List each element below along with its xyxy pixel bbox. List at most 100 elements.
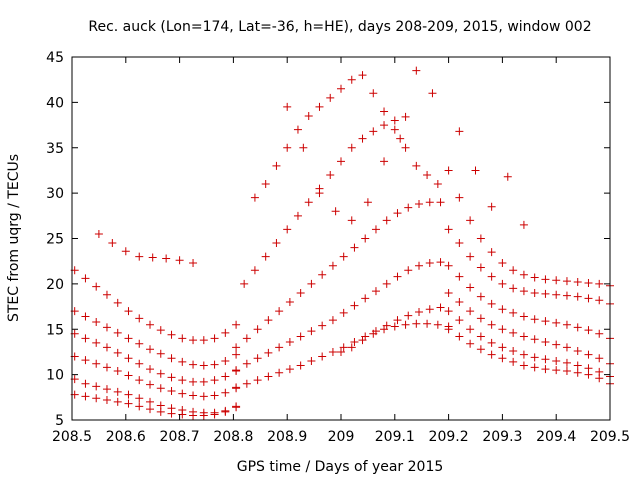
data-point	[272, 161, 281, 170]
x-axis: 208.5 208.6 208.7 208.8 208.9 209 209.1 209.2 20…	[52, 57, 630, 445]
data-point	[530, 273, 539, 282]
data-point	[530, 335, 539, 344]
data-point	[113, 366, 122, 375]
data-point	[315, 102, 324, 111]
data-point	[124, 371, 133, 380]
data-point	[404, 203, 413, 212]
data-point	[81, 334, 90, 343]
data-point	[412, 66, 421, 75]
data-point	[476, 263, 485, 272]
data-point	[530, 288, 539, 297]
data-point	[232, 320, 241, 329]
data-point	[285, 365, 294, 374]
data-point	[361, 294, 370, 303]
data-point	[232, 384, 241, 393]
data-point	[253, 354, 262, 363]
data-point	[371, 225, 380, 234]
data-point	[393, 209, 402, 218]
data-point	[455, 193, 464, 202]
data-point	[369, 89, 378, 98]
data-point	[250, 193, 259, 202]
data-point	[415, 308, 424, 317]
data-point	[199, 392, 208, 401]
data-point	[552, 357, 561, 366]
data-point	[283, 225, 292, 234]
data-point	[283, 102, 292, 111]
y-axis: 5 10 15 20 25 30 35 40 45	[46, 50, 610, 429]
data-point	[444, 166, 453, 175]
data-point	[519, 312, 528, 321]
data-point	[102, 396, 111, 405]
data-point	[162, 254, 171, 263]
data-point	[476, 345, 485, 354]
data-point	[552, 276, 561, 285]
data-point	[487, 248, 496, 257]
data-point	[264, 348, 273, 357]
data-point	[541, 365, 550, 374]
data-point	[358, 134, 367, 143]
x-tick-label: 208.8	[213, 429, 253, 445]
data-point	[393, 316, 402, 325]
data-point	[210, 410, 219, 419]
data-point	[347, 343, 356, 352]
data-point	[509, 266, 518, 275]
data-point	[337, 347, 345, 356]
x-tick-label: 208.5	[52, 429, 92, 445]
data-point	[541, 275, 550, 284]
data-point	[347, 216, 356, 225]
data-point	[584, 294, 593, 303]
data-point	[350, 243, 359, 252]
data-point	[296, 288, 305, 297]
data-point	[371, 287, 380, 296]
data-point	[423, 319, 432, 328]
data-point	[178, 389, 187, 398]
data-point	[293, 211, 302, 220]
data-point	[519, 350, 528, 359]
data-point	[396, 134, 405, 143]
data-point	[81, 379, 90, 388]
data-point	[189, 411, 198, 420]
data-point	[573, 278, 582, 287]
data-point	[455, 298, 464, 307]
data-point	[102, 385, 111, 394]
data-point	[264, 372, 273, 381]
data-point	[552, 318, 561, 327]
data-point	[331, 207, 340, 216]
data-point	[156, 349, 165, 358]
data-point	[210, 334, 219, 343]
data-point	[304, 111, 313, 120]
chart-title: Rec. auck (Lon=174, Lat=-36, h=HE), days…	[88, 19, 591, 35]
x-tick-label: 209.3	[482, 429, 522, 445]
data-point	[299, 143, 308, 152]
data-point	[167, 373, 176, 382]
data-point	[487, 299, 496, 308]
data-point	[401, 143, 410, 152]
data-point	[178, 334, 187, 343]
data-point	[436, 303, 445, 312]
data-point	[503, 172, 512, 181]
data-point	[250, 266, 259, 275]
data-point	[113, 387, 122, 396]
data-point	[167, 386, 176, 395]
data-point	[189, 259, 198, 268]
data-point	[466, 216, 475, 225]
data-point	[509, 347, 518, 356]
data-point	[221, 407, 230, 416]
data-point	[509, 308, 518, 317]
data-point	[210, 391, 219, 400]
data-point	[476, 314, 485, 323]
data-point	[113, 348, 122, 357]
data-point	[189, 391, 198, 400]
data-point	[436, 258, 445, 267]
data-point	[595, 329, 604, 338]
data-point	[339, 343, 348, 352]
data-point	[240, 279, 249, 288]
data-point	[326, 93, 335, 102]
data-point	[358, 71, 367, 80]
x-tick-label: 209	[328, 429, 355, 445]
data-point	[102, 363, 111, 372]
x-tick-label: 208.6	[106, 429, 146, 445]
data-point	[498, 354, 507, 363]
data-point	[455, 316, 464, 325]
data-point	[92, 382, 101, 391]
